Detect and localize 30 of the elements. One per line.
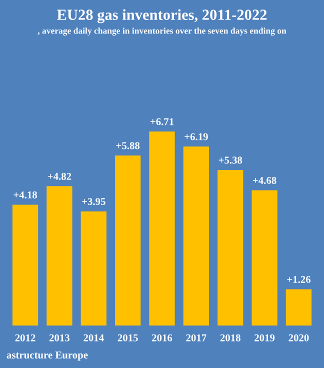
bar: [115, 155, 141, 326]
data-label: +1.26: [287, 276, 310, 283]
data-label: +4.18: [14, 191, 38, 198]
chart-title: EU28 gas inventories, 2011-2022: [57, 9, 267, 24]
x-tick-label: 2018: [220, 334, 240, 342]
data-label: +3.95: [82, 198, 106, 206]
bar: [149, 131, 175, 326]
data-label: +6.19: [184, 133, 208, 140]
x-tick-label: 2020: [288, 334, 309, 342]
x-tick-label: 2012: [15, 334, 36, 342]
x-tick-label: 2016: [152, 334, 172, 342]
bar: [46, 186, 72, 326]
bar: [286, 289, 312, 326]
x-tick-label: 2013: [49, 334, 70, 342]
bar: [80, 211, 106, 326]
x-tick-label: 2017: [186, 334, 206, 342]
x-tick-label: 2014: [84, 334, 104, 342]
x-tick-label: 2015: [118, 334, 138, 342]
data-label: +5.38: [218, 156, 242, 164]
bar: [183, 146, 209, 326]
data-label: +4.82: [48, 172, 72, 180]
data-label: +6.71: [150, 118, 174, 126]
data-label: +4.68: [253, 176, 276, 184]
text: astructure Europe: [6, 352, 88, 361]
x-tick-label: 2019: [254, 334, 275, 342]
data-label: +5.88: [116, 142, 140, 150]
bar: [252, 190, 278, 326]
bar: [12, 204, 38, 326]
chart-subtitle: , average daily change in inventories over the seven days ending on: [38, 28, 286, 36]
bar: [218, 170, 244, 326]
